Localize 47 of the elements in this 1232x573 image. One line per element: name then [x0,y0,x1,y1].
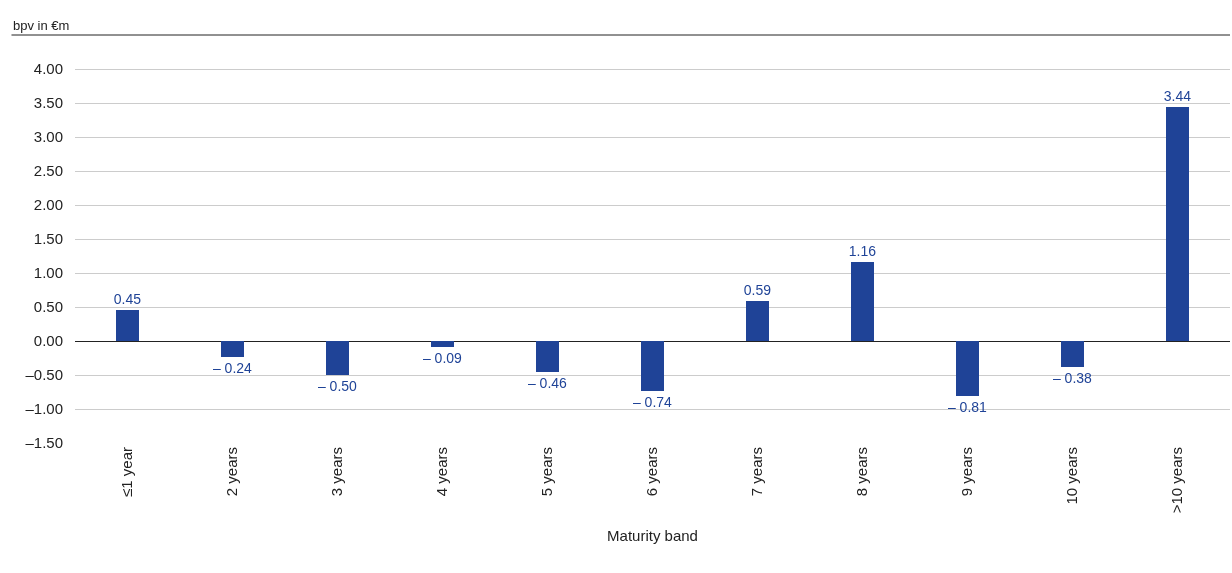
data-label: – 0.74 [632,394,673,410]
bar [851,262,874,341]
bar [116,310,139,341]
y-tick-label: 4.00 [33,60,63,78]
y-tick-label: 3.50 [33,94,63,112]
bar [326,341,349,375]
bar [431,341,454,347]
data-label: 0.59 [743,282,772,298]
y-axis-title: bpv in €m [13,18,70,33]
x-tick-label: 4 years [433,447,451,497]
y-tick-label: –1.50 [25,434,63,452]
y-tick-label: 2.00 [33,196,63,214]
x-tick-label: 10 years [1063,447,1081,505]
y-tick-label: 2.50 [33,162,63,180]
x-tick-label: 6 years [643,447,661,497]
data-label: – 0.50 [317,378,358,394]
data-label: 3.44 [1163,88,1192,104]
x-tick-label: >10 years [1168,447,1186,514]
data-label: – 0.38 [1052,370,1093,386]
x-tick-label: 2 years [223,447,241,497]
data-label: 1.16 [848,243,877,259]
bar [956,341,979,396]
x-tick-label: 8 years [853,447,871,497]
data-label: – 0.46 [527,375,568,391]
y-tick-label: –0.50 [25,366,63,384]
x-tick-label: 9 years [958,447,976,497]
x-tick-label: 5 years [538,447,556,497]
y-tick-label: 1.50 [33,230,63,248]
bar [641,341,664,391]
y-tick-label: 0.50 [33,298,63,316]
data-label: – 0.24 [212,360,253,376]
data-label: 0.45 [113,291,142,307]
bar [746,301,769,341]
y-tick-label: 0.00 [33,332,63,350]
x-axis-title: Maturity band [607,527,698,545]
bar [1061,341,1084,367]
x-tick-label: ≤1 year [118,447,136,497]
data-label: – 0.09 [422,350,463,366]
x-tick-label: 7 years [748,447,766,497]
bar [536,341,559,372]
bar [1166,107,1189,341]
bar [221,341,244,357]
data-label: – 0.81 [947,399,988,415]
y-tick-label: –1.00 [25,400,63,418]
y-tick-label: 3.00 [33,128,63,146]
y-tick-label: 1.00 [33,264,63,282]
x-tick-label: 3 years [328,447,346,497]
